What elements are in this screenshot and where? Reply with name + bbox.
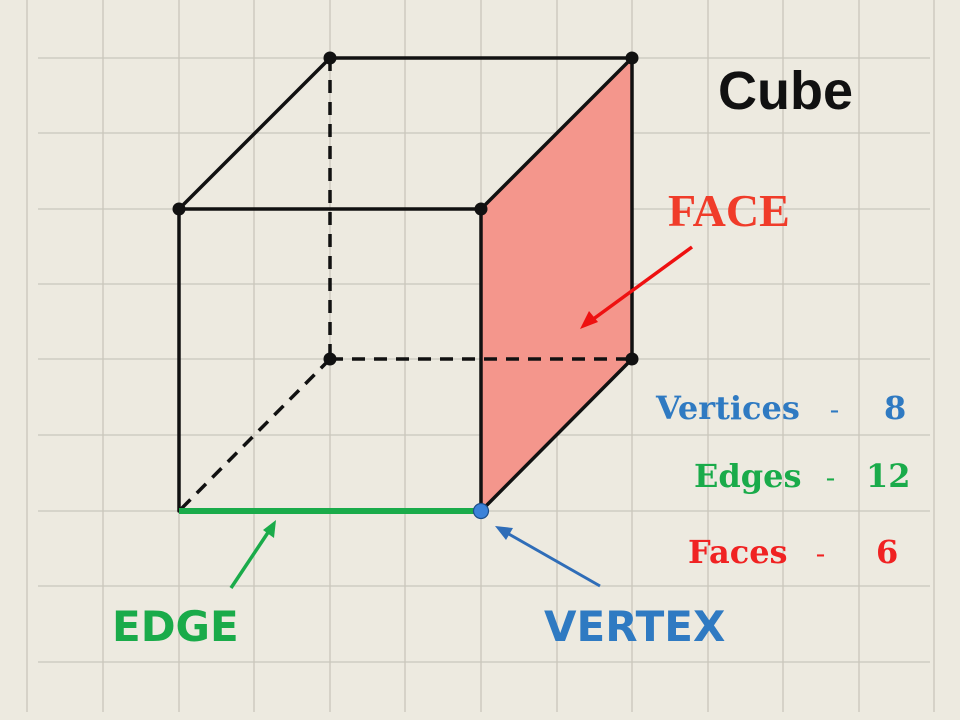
edge-arrow [229,520,276,589]
faces-separator: – [816,544,825,565]
visible-edges [177,56,634,513]
edge-top-left-diagonal [177,56,332,211]
vertex-dots [172,51,639,366]
vertex-dot [474,202,488,216]
vertex-dot [323,51,337,65]
vertices-separator: – [830,400,839,421]
vertex-dot [625,352,639,366]
vertex-dot [323,352,337,366]
edges-label: Edges [694,457,802,495]
face-label: FACE [668,185,790,236]
hidden-edge-diagonal [177,357,332,513]
vertex-dot [625,51,639,65]
hidden-edges [177,58,632,513]
edges-value: 12 [866,457,911,495]
vertex-label: VERTEX [544,602,726,651]
edge-label: EDGE [112,602,239,651]
vertices-label: Vertices [656,389,800,427]
faces-label: Faces [688,533,788,571]
vertices-value: 8 [884,389,907,427]
vertex-dot [172,202,186,216]
highlighted-vertex [472,502,490,520]
edges-separator: – [826,468,835,489]
vertex-arrow [495,526,601,588]
face-arrow [580,245,694,329]
faces-value: 6 [876,533,899,571]
page-title: Cube [718,61,853,121]
edge-top-right-diagonal [479,56,634,211]
edge-bottom-right-diagonal [479,357,634,513]
